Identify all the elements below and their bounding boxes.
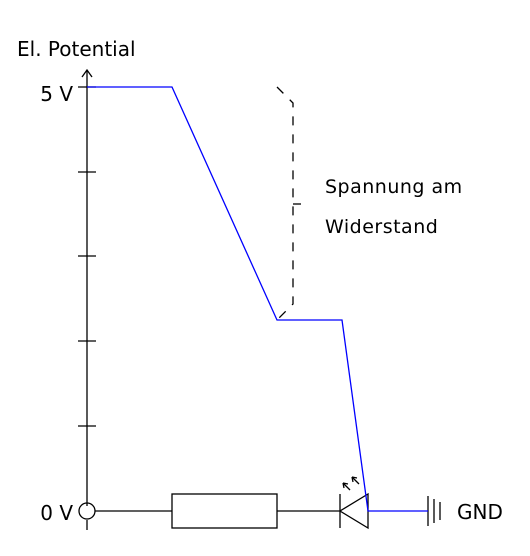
resistor-icon bbox=[171, 493, 278, 529]
y-axis-label: El. Potential bbox=[17, 37, 136, 61]
tick-label-0v: 0 V bbox=[40, 501, 73, 525]
led-emission-arrow-1 bbox=[342, 482, 351, 491]
ground-label: GND bbox=[457, 500, 503, 524]
y-axis bbox=[78, 68, 96, 530]
annotation-line-2: Widerstand bbox=[325, 216, 438, 238]
y-axis-arrowhead bbox=[81, 68, 93, 78]
circuit bbox=[78, 476, 441, 530]
tick-label-5v: 5 V bbox=[40, 82, 73, 106]
potential-curve bbox=[87, 86, 428, 512]
annotation-line-1: Spannung am bbox=[325, 176, 463, 198]
ground-icon bbox=[427, 496, 441, 526]
led-emission-arrow-2 bbox=[351, 476, 360, 485]
voltage-drop-brace bbox=[276, 86, 301, 321]
